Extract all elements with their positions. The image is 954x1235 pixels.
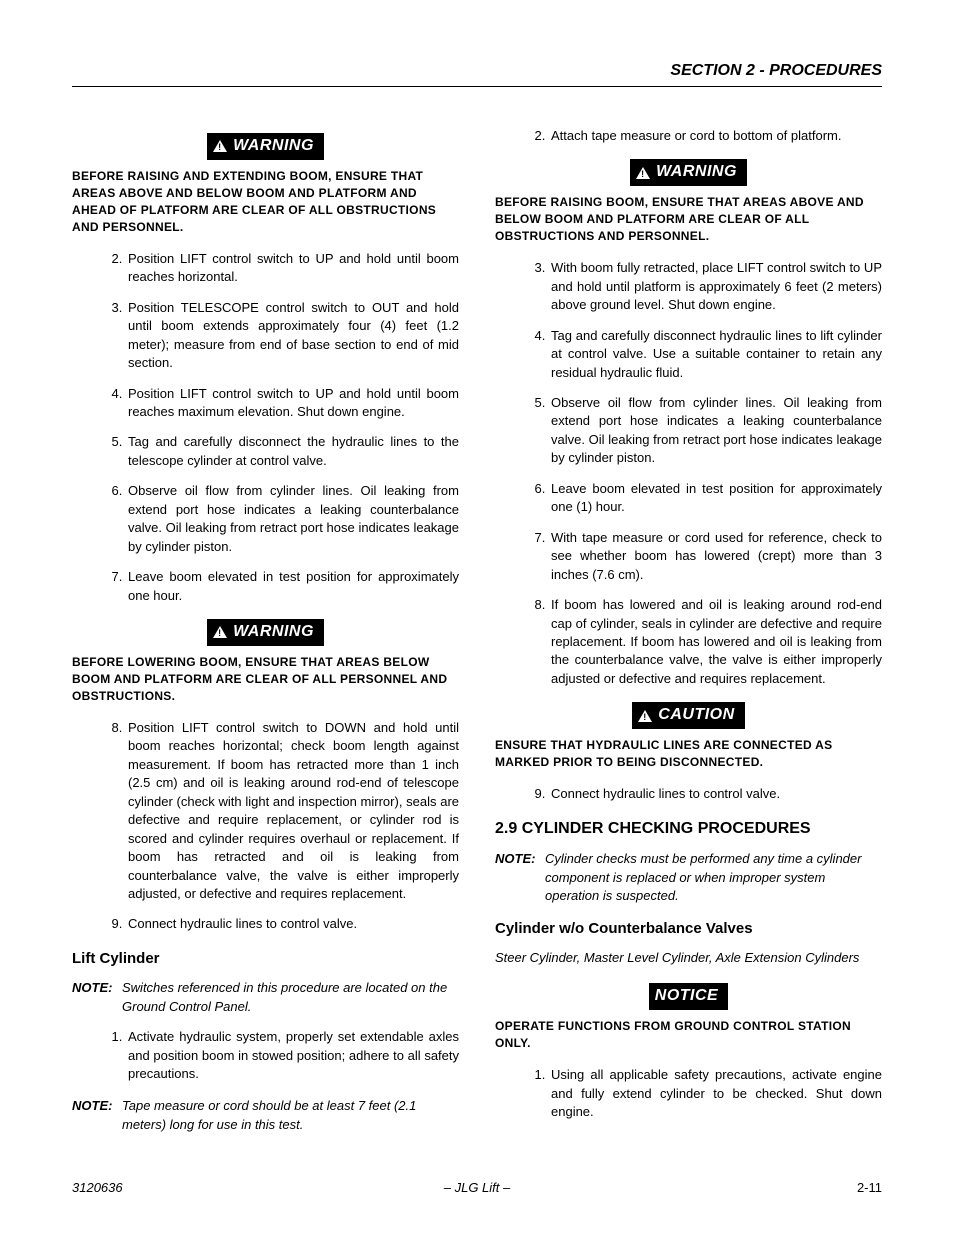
warning-text: BEFORE LOWERING BOOM, ENSURE THAT AREAS … [72,654,459,705]
alert-icon [213,140,227,152]
note-label: NOTE: [72,979,122,1016]
caution-admonition: CAUTION [495,702,882,729]
warning-box: WARNING [207,619,324,646]
notice-box: NOTICE [649,983,728,1010]
page-footer: 3120636 – JLG Lift – 2-11 [72,1180,882,1195]
procedure-step: With boom fully retracted, place LIFT co… [549,259,882,314]
note-body: Switches referenced in this procedure ar… [122,979,459,1016]
warning-admonition: WARNING [495,159,882,186]
procedure-step: Leave boom elevated in test position for… [126,568,459,605]
caution-box: CAUTION [632,702,744,729]
note: NOTE: Tape measure or cord should be at … [72,1097,459,1134]
note-body: Tape measure or cord should be at least … [122,1097,459,1134]
alert-icon [636,167,650,179]
warning-box: WARNING [207,133,324,160]
note-label: NOTE: [495,850,545,905]
alert-icon [638,710,652,722]
procedure-step: Observe oil flow from cylinder lines. Oi… [549,394,882,468]
warning-label: WARNING [233,135,314,158]
footer-center: – JLG Lift – [342,1180,612,1195]
procedure-step: Leave boom elevated in test position for… [549,480,882,517]
warning-admonition: WARNING [72,133,459,160]
note: NOTE: Cylinder checks must be performed … [495,850,882,905]
left-column: WARNING BEFORE RAISING AND EXTENDING BOO… [72,127,459,1146]
procedure-step: Observe oil flow from cylinder lines. Oi… [126,482,459,556]
notice-text: OPERATE FUNCTIONS FROM GROUND CONTROL ST… [495,1018,882,1052]
heading-2-9: 2.9 CYLINDER CHECKING PROCEDURES [495,818,882,841]
procedure-step: Tag and carefully disconnect hydraulic l… [549,327,882,382]
cylinder-subtitle: Steer Cylinder, Master Level Cylinder, A… [495,949,882,967]
note-body: Cylinder checks must be performed any ti… [545,850,882,905]
procedure-list-a: Position LIFT control switch to UP and h… [72,250,459,605]
heading-lift-cylinder: Lift Cylinder [72,948,459,969]
note: NOTE: Switches referenced in this proced… [72,979,459,1016]
procedure-list-g: Using all applicable safety precautions,… [495,1066,882,1121]
procedure-step: Position TELESCOPE control switch to OUT… [126,299,459,373]
procedure-list-f: Connect hydraulic lines to control valve… [495,785,882,803]
warning-text: BEFORE RAISING BOOM, ENSURE THAT AREAS A… [495,194,882,245]
page: SECTION 2 - PROCEDURES WARNING BEFORE RA… [0,0,954,1235]
heading-cylinder-wo-cb: Cylinder w/o Counterbalance Valves [495,918,882,939]
warning-label: WARNING [656,161,737,184]
procedure-list-b: Position LIFT control switch to DOWN and… [72,719,459,934]
notice-admonition: NOTICE [495,983,882,1010]
right-column: Attach tape measure or cord to bottom of… [495,127,882,1146]
procedure-step: Position LIFT control switch to UP and h… [126,250,459,287]
procedure-step: Activate hydraulic system, properly set … [126,1028,459,1083]
alert-icon [213,626,227,638]
warning-admonition: WARNING [72,619,459,646]
procedure-list-c: Activate hydraulic system, properly set … [72,1028,459,1083]
page-header: SECTION 2 - PROCEDURES [72,62,882,87]
procedure-list-d: Attach tape measure or cord to bottom of… [495,127,882,145]
warning-box: WARNING [630,159,747,186]
procedure-step: With tape measure or cord used for refer… [549,529,882,584]
caution-label: CAUTION [658,704,734,727]
content-columns: WARNING BEFORE RAISING AND EXTENDING BOO… [72,127,882,1146]
procedure-step: Position LIFT control switch to UP and h… [126,385,459,422]
section-title: SECTION 2 - PROCEDURES [670,62,882,79]
procedure-list-e: With boom fully retracted, place LIFT co… [495,259,882,688]
procedure-step: Connect hydraulic lines to control valve… [126,915,459,933]
warning-label: WARNING [233,621,314,644]
procedure-step: Attach tape measure or cord to bottom of… [549,127,882,145]
notice-label: NOTICE [655,985,718,1008]
procedure-step: Using all applicable safety precautions,… [549,1066,882,1121]
procedure-step: Connect hydraulic lines to control valve… [549,785,882,803]
footer-left: 3120636 [72,1180,342,1195]
note-label: NOTE: [72,1097,122,1134]
procedure-step: If boom has lowered and oil is leaking a… [549,596,882,688]
caution-text: ENSURE THAT HYDRAULIC LINES ARE CONNECTE… [495,737,882,771]
footer-right: 2-11 [612,1180,882,1195]
procedure-step: Tag and carefully disconnect the hydraul… [126,433,459,470]
warning-text: BEFORE RAISING AND EXTENDING BOOM, ENSUR… [72,168,459,236]
procedure-step: Position LIFT control switch to DOWN and… [126,719,459,904]
